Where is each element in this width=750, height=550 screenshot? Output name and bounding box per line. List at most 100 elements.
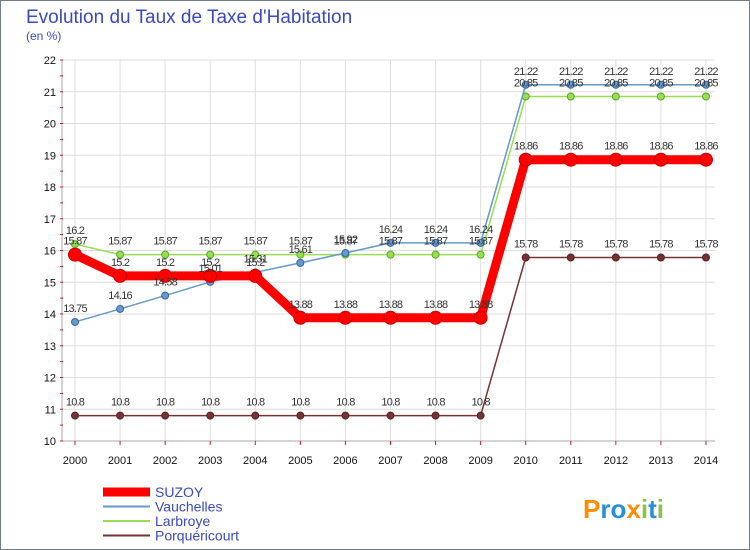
x-tick-label: 2002	[153, 455, 177, 467]
data-label-vauchelles: 14.16	[108, 290, 132, 302]
data-label-porquricourt: 10.8	[201, 397, 220, 409]
logo-letter: i	[641, 494, 648, 524]
point-larbroye	[611, 92, 620, 101]
point-porquricourt	[116, 411, 125, 420]
point-porquricourt	[656, 253, 665, 262]
y-tick-label: 11	[45, 404, 56, 416]
data-label-larbroye: 15.87	[153, 236, 177, 248]
x-tick-label: 2000	[63, 455, 87, 467]
point-suzoy	[653, 152, 668, 167]
point-suzoy	[293, 310, 308, 325]
data-label-suzoy: 13.88	[289, 299, 313, 311]
legend-label-vauchelles: Vauchelles	[155, 499, 222, 515]
data-label-larbroye: 15.87	[244, 236, 268, 248]
data-label-larbroye: 16.2	[66, 225, 85, 237]
y-tick-label: 17	[44, 214, 56, 226]
data-label-porquricourt: 10.8	[381, 397, 400, 409]
x-tick-label: 2001	[108, 455, 132, 467]
point-larbroye	[161, 250, 170, 259]
data-label-larbroye: 15.87	[424, 236, 448, 248]
data-label-larbroye: 15.87	[108, 236, 132, 248]
data-label-vauchelles: 14.58	[153, 277, 177, 289]
data-label-suzoy: 13.88	[334, 299, 358, 311]
data-label-larbroye: 15.87	[198, 236, 222, 248]
data-label-larbroye: 20.85	[514, 78, 538, 90]
data-label-porquricourt: 10.8	[426, 397, 445, 409]
data-label-porquricourt: 15.78	[604, 238, 628, 250]
point-porquricourt	[431, 411, 440, 420]
data-label-vauchelles: 15.61	[289, 244, 313, 256]
x-tick-label: 2014	[694, 455, 718, 467]
data-label-porquricourt: 15.78	[514, 238, 538, 250]
y-tick-label: 15	[44, 277, 56, 289]
point-porquricourt	[476, 411, 485, 420]
data-label-porquricourt: 15.78	[559, 238, 583, 250]
x-tick-label: 2006	[333, 455, 357, 467]
data-label-vauchelles: 15.01	[198, 263, 222, 275]
data-label-porquricourt: 10.8	[111, 397, 130, 409]
point-larbroye	[566, 92, 575, 101]
chart-title: Evolution du Taux de Taxe d'Habitation	[26, 7, 352, 28]
y-tick-label: 12	[44, 373, 56, 385]
data-label-porquricourt: 10.8	[336, 397, 355, 409]
point-porquricourt	[296, 411, 305, 420]
point-vauchelles	[386, 238, 395, 247]
data-label-vauchelles: 16.24	[424, 224, 448, 236]
data-label-porquricourt: 15.78	[694, 238, 718, 250]
point-larbroye	[476, 250, 485, 259]
data-label-suzoy: 18.86	[649, 141, 673, 153]
point-porquricourt	[521, 253, 530, 262]
point-porquricourt	[611, 253, 620, 262]
y-tick-label: 22	[44, 55, 56, 67]
data-label-larbroye: 15.87	[469, 236, 493, 248]
y-tick-label: 21	[44, 87, 56, 99]
x-tick-label: 2004	[243, 455, 267, 467]
data-label-suzoy: 15.2	[111, 257, 130, 269]
point-vauchelles	[161, 291, 170, 300]
x-tick-label: 2012	[604, 455, 628, 467]
point-suzoy	[248, 268, 263, 283]
series-layer	[68, 80, 713, 420]
data-label-larbroye: 20.85	[604, 78, 628, 90]
logo-letter: i	[657, 494, 664, 524]
point-vauchelles	[656, 80, 665, 89]
point-larbroye	[431, 250, 440, 259]
point-vauchelles	[566, 80, 575, 89]
data-label-vauchelles: 13.75	[63, 303, 87, 315]
point-suzoy	[383, 310, 398, 325]
point-suzoy	[473, 310, 488, 325]
point-larbroye	[386, 250, 395, 259]
data-label-larbroye: 15.87	[334, 236, 358, 248]
point-porquricourt	[161, 411, 170, 420]
data-label-porquricourt: 10.8	[291, 397, 310, 409]
data-label-suzoy: 13.88	[424, 299, 448, 311]
axis-layer: 10 11 12 13 14 15 16 17 18 19 20 21 22 2000 2001 2002 20…	[44, 55, 718, 467]
data-label-vauchelles: 16.24	[379, 224, 403, 236]
data-label-larbroye: 20.85	[649, 78, 673, 90]
point-larbroye	[296, 250, 305, 259]
data-label-suzoy: 18.86	[604, 141, 628, 153]
point-suzoy	[113, 268, 128, 283]
y-tick-label: 16	[44, 246, 56, 258]
data-label-layer: 10.8 10.8 10.8 10.8 10.8 10.8 10.8 10.8 10.8 10.8…	[63, 66, 719, 409]
point-larbroye	[206, 250, 215, 259]
proxiti-logo: Proxiti	[583, 494, 664, 524]
point-vauchelles	[71, 317, 79, 326]
data-label-larbroye: 15.87	[289, 236, 313, 248]
logo-letter: P	[583, 494, 600, 524]
x-tick-label: 2010	[513, 455, 537, 467]
point-larbroye	[251, 250, 260, 259]
x-tick-label: 2009	[468, 455, 492, 467]
point-suzoy	[203, 268, 218, 283]
data-label-vauchelles: 16.24	[469, 224, 493, 236]
point-suzoy	[428, 310, 443, 325]
y-tick-label: 14	[44, 309, 56, 321]
point-vauchelles	[296, 258, 305, 267]
data-label-larbroye: 20.85	[559, 78, 583, 90]
logo-letter: t	[648, 494, 657, 524]
y-tick-label: 10	[44, 436, 56, 448]
point-porquricourt	[251, 411, 260, 420]
x-tick-label: 2003	[198, 455, 222, 467]
